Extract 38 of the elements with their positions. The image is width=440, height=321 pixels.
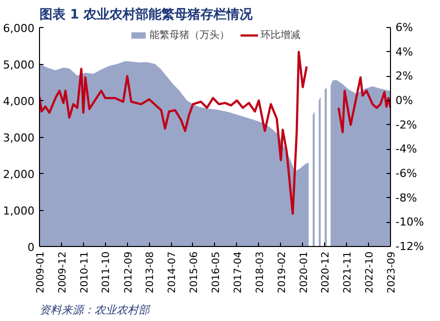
y2-tick-label: 6% (396, 21, 413, 34)
y2-tick-label: 4% (396, 45, 413, 58)
x-tick-label: 2009-01 (36, 251, 46, 294)
y-tick-label: 6,000 (3, 22, 35, 35)
x-tick-label: 2018-03 (254, 251, 266, 294)
x-tick-label: 2023-09 (386, 251, 398, 294)
x-tick-label: 2009-12 (57, 251, 68, 294)
legend-label: 环比增减 (260, 28, 300, 42)
x-tick-label: 2016-05 (210, 251, 222, 294)
x-tick-label: 2020-12 (320, 251, 332, 294)
y-tick-label: 1,000 (3, 204, 35, 218)
x-tick-label: 2020-01 (298, 251, 310, 294)
y2-tick-label: -8% (396, 191, 417, 204)
y-tick-label: 0 (28, 241, 34, 254)
y-tick-label: 4,000 (3, 95, 35, 108)
y2-tick-label: -10% (396, 216, 424, 229)
y-tick-label: 5,000 (3, 58, 35, 72)
x-tick-label: 2011-10 (101, 251, 112, 294)
y2-tick-label: -12% (396, 240, 424, 253)
x-tick-label: 2015-06 (188, 251, 200, 294)
chart-title: 图表 1 农业农村部能繁母猪存栏情况 (40, 6, 254, 22)
x-tick-label: 2012-09 (123, 251, 134, 294)
y-tick-label: 3,000 (3, 132, 35, 144)
x-tick-label: 2022-10 (364, 251, 376, 294)
x-tick-label: 2017-04 (232, 251, 244, 294)
legend-label: 能繁母猪（万头） (150, 28, 230, 42)
x-tick-label: 2019-02 (276, 251, 288, 294)
y-tick-label: 2,000 (3, 168, 35, 181)
text: 资料来源：农业农村部 (40, 304, 152, 316)
y2-tick-label: 2% (396, 70, 413, 83)
x-tick-label: 2010-11 (79, 251, 90, 294)
x-tick-label: 2021-11 (342, 251, 354, 294)
y2-tick-label: -2% (396, 118, 417, 132)
y2-tick-label: -6% (396, 167, 417, 180)
y2-tick-label: -4% (396, 142, 417, 156)
y2-tick-label: 0% (396, 94, 413, 107)
x-tick-label: 2013-08 (145, 251, 156, 294)
x-tick-label: 2014-07 (167, 251, 178, 294)
